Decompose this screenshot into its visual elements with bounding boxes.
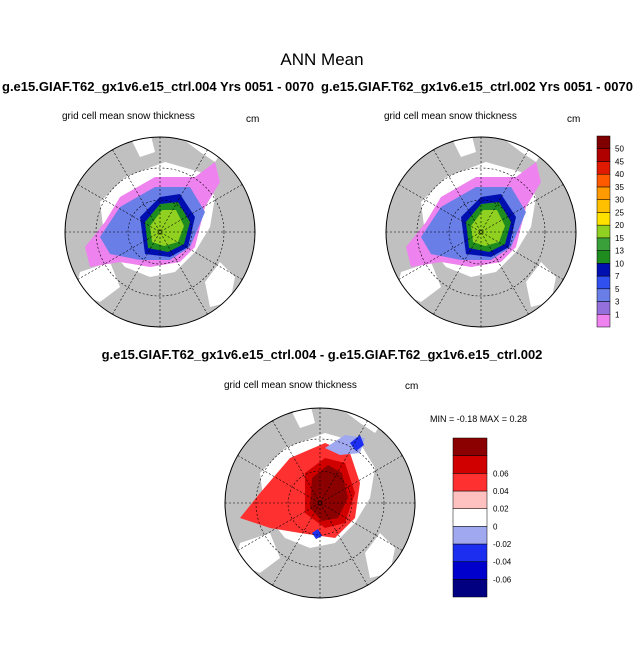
colorbar-label: -0.06 bbox=[493, 575, 512, 584]
colorbar-box bbox=[596, 135, 611, 149]
colorbar-box bbox=[596, 199, 611, 213]
latitude-circle bbox=[127, 199, 193, 265]
colorbar-box bbox=[596, 237, 611, 251]
colorbar-box bbox=[596, 263, 611, 277]
colorbar-label: 25 bbox=[615, 208, 624, 217]
colorbar-box bbox=[596, 275, 611, 290]
colorbar-box bbox=[452, 526, 488, 545]
ocean-region bbox=[365, 533, 395, 578]
colorbar-box bbox=[596, 212, 611, 226]
colorbar-box bbox=[452, 579, 488, 598]
panel-c-units: cm bbox=[405, 381, 419, 392]
colorbar-label: 30 bbox=[615, 196, 624, 205]
colorbar-box bbox=[596, 314, 611, 328]
panel-a-variable-label: grid cell mean snow thickness bbox=[62, 111, 195, 122]
colorbar-box bbox=[596, 250, 611, 264]
colorbar-label: 40 bbox=[615, 170, 624, 179]
colorbar-label: 15 bbox=[615, 234, 624, 243]
colorbar-label: 0.02 bbox=[493, 505, 509, 514]
colorbar-label: 35 bbox=[615, 183, 624, 192]
latitude-circle bbox=[287, 470, 353, 536]
colorbar-label: 1 bbox=[615, 310, 620, 319]
colorbar-difference: -0.06 -0.04 -0.02 0 0.02 0.04 0.06 bbox=[452, 437, 512, 598]
colorbar-box bbox=[452, 561, 488, 580]
map-panel-run-002 bbox=[386, 137, 576, 327]
map-panel-run-004 bbox=[65, 137, 255, 327]
panel-b-units: cm bbox=[567, 114, 581, 125]
snow-contour bbox=[150, 210, 184, 246]
colorbar-label: 13 bbox=[615, 247, 624, 256]
colorbar-box bbox=[596, 288, 611, 302]
difference-contour bbox=[310, 465, 348, 521]
colorbar-label: 0.04 bbox=[493, 487, 509, 496]
ocean-region bbox=[526, 262, 556, 307]
colorbar-box bbox=[596, 161, 611, 175]
difference-title: g.e15.GIAF.T62_gx1v6.e15_ctrl.004 - g.e1… bbox=[101, 347, 543, 362]
colorbar-box bbox=[452, 473, 488, 492]
map-panel-difference bbox=[225, 408, 415, 598]
run-b-title: g.e15.GIAF.T62_gx1v6.e15_ctrl.002 Yrs 00… bbox=[321, 79, 633, 94]
map-border bbox=[64, 136, 256, 328]
map-border bbox=[224, 407, 416, 599]
colorbar-box bbox=[452, 437, 488, 456]
map-border bbox=[385, 136, 577, 328]
latitude-circle bbox=[416, 167, 546, 297]
ocean-region bbox=[205, 262, 235, 307]
difference-contour bbox=[350, 435, 364, 451]
run-a-title: g.e15.GIAF.T62_gx1v6.e15_ctrl.004 Yrs 00… bbox=[2, 79, 314, 94]
colorbar-label: -0.02 bbox=[493, 540, 512, 549]
latitude-circle bbox=[448, 199, 514, 265]
panel-c-variable-label: grid cell mean snow thickness bbox=[224, 380, 357, 391]
colorbar-box bbox=[452, 455, 488, 474]
colorbar-label: -0.04 bbox=[493, 558, 512, 567]
colorbar-box bbox=[452, 543, 488, 562]
colorbar-box bbox=[596, 186, 611, 200]
colorbar-label: 45 bbox=[615, 157, 624, 166]
colorbar-label: 10 bbox=[615, 259, 624, 268]
panel-b-variable-label: grid cell mean snow thickness bbox=[384, 111, 517, 122]
latitude-circle bbox=[255, 438, 385, 568]
difference-contour bbox=[312, 529, 322, 539]
colorbar-box bbox=[452, 508, 488, 527]
colorbar-label: 0 bbox=[493, 522, 498, 531]
latitude-circle bbox=[95, 167, 225, 297]
colorbar-box bbox=[596, 301, 611, 315]
colorbar-label: 20 bbox=[615, 221, 624, 230]
snow-contour bbox=[471, 210, 505, 246]
colorbar-label: 50 bbox=[615, 145, 624, 154]
colorbar-box bbox=[596, 224, 611, 239]
main-title: ANN Mean bbox=[280, 50, 364, 69]
colorbar-box bbox=[596, 148, 611, 162]
panel-a-units: cm bbox=[246, 114, 260, 125]
colorbar-label: 0.06 bbox=[493, 469, 509, 478]
colorbar-label: 7 bbox=[615, 272, 620, 281]
colorbar-label: 3 bbox=[615, 298, 620, 307]
colorbar-label: 5 bbox=[615, 285, 620, 294]
min-max-readout: MIN = -0.18 MAX = 0.28 bbox=[430, 414, 528, 424]
colorbar-box bbox=[596, 173, 611, 188]
colorbar-box bbox=[452, 490, 488, 509]
